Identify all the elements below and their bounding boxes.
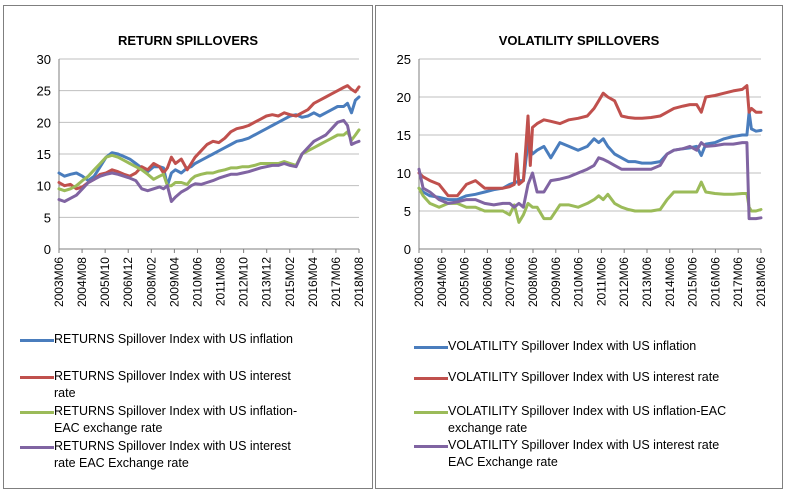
series-line-2 — [417, 84, 763, 198]
legend-label: VOLATILITY Spillover Index with US infla… — [448, 339, 697, 353]
x-tick-label: 2014M06 — [663, 257, 677, 307]
y-tick-label: 20 — [37, 115, 51, 130]
legend-label: RETURNS Spillover Index with US inflatio… — [54, 332, 293, 346]
x-tick-label: 2006M06 — [480, 257, 494, 307]
volatility-spillovers-chart: 0 5 10 15 20 25 2003M06 2004M06 2005M06 2006M06 20… — [397, 52, 768, 307]
y-tick-label: 5 — [404, 204, 411, 219]
legend-label: VOLATILITY Spillover Index with US inter… — [448, 370, 720, 384]
x-tick-label: 2015M06 — [686, 257, 700, 307]
series-line-4 — [57, 118, 361, 203]
legend-swatch — [20, 446, 54, 449]
x-tick-label: 2012M06 — [617, 257, 631, 307]
legend-label: RETURNS Spillover Index with US inflatio… — [54, 404, 298, 435]
x-tick-label: 2018M08 — [352, 257, 366, 307]
legend-label: RETURNS Spillover Index with US interest… — [54, 439, 291, 470]
chart-title: VOLATILITY SPILLOVERS — [498, 33, 660, 48]
x-tick-label: 2017M06 — [731, 257, 745, 307]
x-tick-label: 2006M12 — [121, 257, 135, 307]
legend-swatch — [20, 339, 54, 342]
return-spillovers-chart: 0 5 10 15 20 25 30 2003M06 2004M08 2005M10 2006M12… — [37, 52, 366, 307]
x-tick-label: 2012M10 — [237, 257, 251, 307]
legend-swatch — [20, 376, 54, 379]
x-tick-label: 2013M12 — [260, 257, 274, 307]
series-line-4 — [417, 141, 763, 221]
x-tick-label: 2016M04 — [306, 257, 320, 307]
x-tick-label: 2011M08 — [214, 257, 228, 306]
x-tick-label: 2005M10 — [98, 257, 112, 307]
x-tick-label: 2003M06 — [412, 257, 426, 307]
legend-label: RETURNS Spillover Index with US interest… — [54, 369, 291, 400]
legend-label: VOLATILITY Spillover Index with US inter… — [448, 438, 720, 469]
legend-swatch — [414, 445, 448, 448]
x-tick-label: 2005M06 — [458, 257, 472, 307]
volatility-spillovers-panel: VOLATILITY SPILLOVERS 0 5 10 15 20 25 2003M06 2… — [375, 5, 783, 489]
return-spillovers-panel: RETURN SPILLOVERS 0 5 10 15 20 25 30 2003M06 200… — [3, 5, 373, 489]
x-tick-label: 2018M06 — [754, 257, 768, 307]
x-tick-label: 2003M06 — [52, 257, 66, 307]
x-tick-label: 2016M06 — [708, 257, 722, 307]
x-tick-label: 2008M02 — [144, 257, 158, 307]
x-tick-label: 2004M06 — [435, 257, 449, 307]
y-tick-label: 25 — [397, 52, 411, 67]
x-tick-label: 2015M02 — [283, 257, 297, 307]
series-line-2 — [57, 84, 361, 191]
series-line-3 — [57, 128, 361, 193]
y-tick-label: 20 — [397, 90, 411, 105]
legend-label: VOLATILITY Spillover Index with US infla… — [448, 404, 727, 435]
legend-swatch — [414, 377, 448, 380]
legend-swatch — [414, 346, 448, 349]
chart-title: RETURN SPILLOVERS — [117, 33, 259, 48]
x-tick-label: 2011M06 — [594, 257, 608, 306]
legend-swatch — [20, 411, 54, 414]
series-line-3 — [417, 180, 763, 224]
x-tick-label: 2008M06 — [526, 257, 540, 307]
legend-swatch — [414, 411, 448, 414]
y-tick-label: 10 — [37, 179, 51, 194]
y-tick-label: 30 — [37, 52, 51, 67]
x-tick-label: 2009M04 — [167, 257, 181, 307]
y-tick-label: 5 — [44, 210, 51, 225]
y-tick-label: 25 — [37, 84, 51, 99]
x-tick-label: 2017M06 — [329, 257, 343, 307]
y-tick-label: 0 — [44, 242, 51, 257]
x-tick-label: 2009M06 — [549, 257, 563, 307]
series-line-1 — [57, 95, 361, 188]
x-tick-label: 2004M08 — [75, 257, 89, 307]
series-line-1 — [417, 110, 763, 202]
y-tick-label: 15 — [37, 147, 51, 162]
y-tick-label: 0 — [404, 242, 411, 257]
x-tick-label: 2010M06 — [572, 257, 586, 307]
x-tick-label: 2010M06 — [190, 257, 204, 307]
x-tick-label: 2007M06 — [503, 257, 517, 307]
x-tick-label: 2013M06 — [640, 257, 654, 307]
y-tick-label: 10 — [397, 166, 411, 181]
y-tick-label: 15 — [397, 128, 411, 143]
